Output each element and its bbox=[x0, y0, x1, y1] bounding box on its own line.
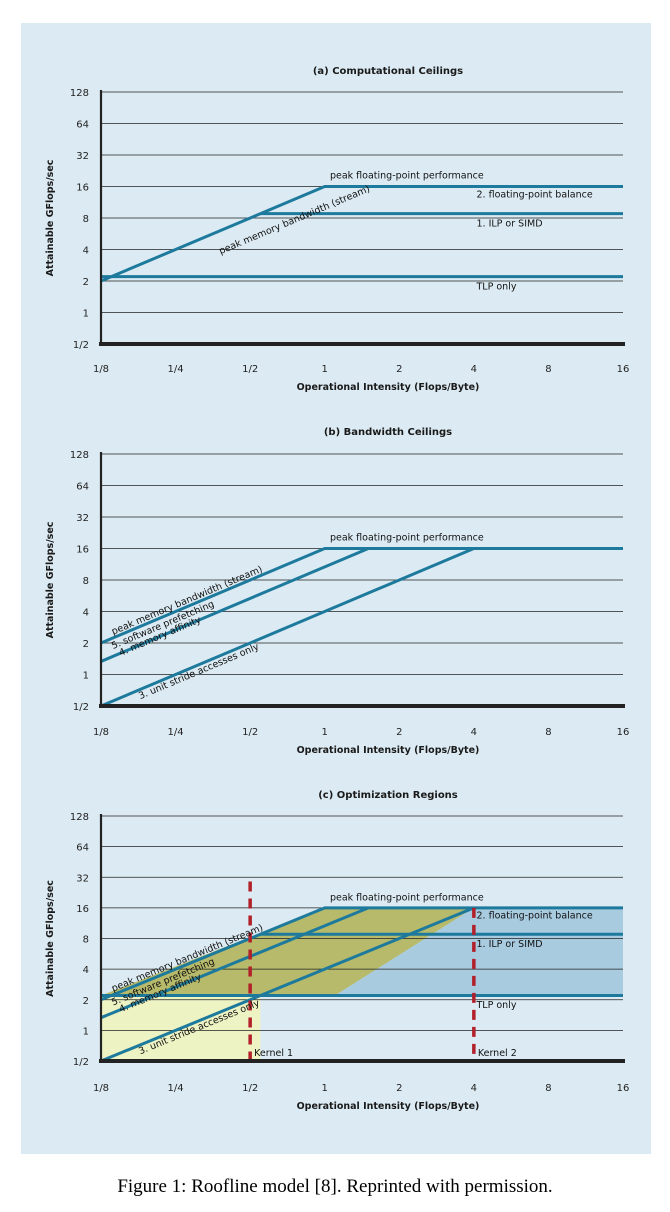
x-tick-label: 1/4 bbox=[168, 1083, 184, 1094]
y-tick-label: 128 bbox=[70, 450, 89, 461]
y-tick-label: 1/2 bbox=[73, 702, 89, 713]
x-tick-label: 1/2 bbox=[242, 364, 258, 375]
chart-1: 1/2 1 2 4 8 16 32 64 128 1/8 1/4 1/2 1 2 4 8 16 (a) Compu… bbox=[45, 66, 629, 393]
x-tick-label: 4 bbox=[471, 727, 477, 738]
x-tick-label: 1/4 bbox=[168, 364, 184, 375]
y-tick-label: 16 bbox=[76, 545, 89, 556]
x-tick-label: 8 bbox=[545, 364, 551, 375]
y-tick-label: 4 bbox=[83, 246, 89, 257]
x-tick-label: 1/8 bbox=[93, 727, 109, 738]
x-tick-label: 8 bbox=[545, 727, 551, 738]
y-tick-label: 16 bbox=[76, 183, 89, 194]
x-tick-label: 16 bbox=[617, 364, 630, 375]
series-line bbox=[100, 547, 623, 645]
x-axis-title: Operational Intensity (Flops/Byte) bbox=[297, 382, 480, 393]
series-line bbox=[100, 547, 369, 663]
y-tick-label: 16 bbox=[76, 904, 89, 915]
x-tick-label: 1/8 bbox=[93, 364, 109, 375]
y-tick-label: 8 bbox=[83, 214, 89, 225]
y-tick-label: 2 bbox=[83, 996, 89, 1007]
y-tick-label: 2 bbox=[83, 277, 89, 288]
annotation-label: 1. ILP or SIMD bbox=[477, 219, 543, 230]
figure-caption: Figure 1: Roofline model [8]. Reprinted … bbox=[117, 1176, 553, 1197]
y-tick-label: 1 bbox=[83, 1026, 89, 1037]
y-tick-label: 128 bbox=[70, 812, 89, 823]
x-tick-label: 4 bbox=[471, 1083, 477, 1094]
y-tick-label: 128 bbox=[70, 88, 89, 99]
x-tick-label: 1/2 bbox=[242, 1083, 258, 1094]
x-tick-label: 2 bbox=[396, 364, 402, 375]
x-tick-label: 1/4 bbox=[168, 727, 184, 738]
x-tick-label: 1 bbox=[322, 364, 328, 375]
annotation-label: 2. floating-point balance bbox=[477, 910, 593, 921]
x-tick-label: 1 bbox=[322, 1083, 328, 1094]
x-axis-title: Operational Intensity (Flops/Byte) bbox=[297, 1101, 480, 1112]
y-tick-label: 32 bbox=[76, 873, 89, 884]
annotation-label: peak memory bandwidth (stream) bbox=[218, 184, 372, 257]
y-tick-label: 1 bbox=[83, 309, 89, 320]
chart-title: (a) Computational Ceilings bbox=[313, 66, 463, 77]
y-tick-label: 32 bbox=[76, 513, 89, 524]
x-axis-title: Operational Intensity (Flops/Byte) bbox=[297, 745, 480, 756]
y-axis-title: Attainable GFlops/sec bbox=[45, 522, 56, 639]
y-axis-title: Attainable GFlops/sec bbox=[45, 160, 56, 277]
y-tick-label: 8 bbox=[83, 935, 89, 946]
series-line bbox=[100, 547, 475, 708]
x-tick-label: 8 bbox=[545, 1083, 551, 1094]
region-overlap-region bbox=[101, 907, 474, 996]
kernel-label: Kernel 1 bbox=[254, 1048, 293, 1059]
annotation-label: 1. ILP or SIMD bbox=[477, 939, 543, 950]
series-line bbox=[100, 906, 623, 1002]
x-tick-label: 16 bbox=[617, 727, 630, 738]
region-compute-bound-region bbox=[334, 907, 623, 996]
chart-2: 1/2 1 2 4 8 16 32 64 128 1/8 1/4 1/2 1 2 4 8 16 (b) Bandw… bbox=[45, 427, 629, 756]
y-axis-title: Attainable GFlops/sec bbox=[45, 880, 56, 997]
y-tick-label: 64 bbox=[76, 120, 89, 131]
x-tick-label: 2 bbox=[396, 727, 402, 738]
annotation-label: 2. floating-point balance bbox=[477, 189, 593, 200]
y-tick-label: 1/2 bbox=[73, 1057, 89, 1068]
chart-title: (c) Optimization Regions bbox=[318, 790, 458, 801]
annotation-label: TLP only bbox=[476, 1000, 517, 1011]
y-tick-label: 32 bbox=[76, 151, 89, 162]
y-tick-label: 64 bbox=[76, 843, 89, 854]
annotation-label: 3. unit stride accesses only bbox=[137, 641, 261, 702]
y-tick-label: 1/2 bbox=[73, 340, 89, 351]
series-line bbox=[100, 906, 369, 1020]
annotation-label: TLP only bbox=[476, 281, 517, 292]
x-tick-label: 16 bbox=[617, 1083, 630, 1094]
x-tick-label: 4 bbox=[471, 364, 477, 375]
y-tick-label: 64 bbox=[76, 482, 89, 493]
chart-title: (b) Bandwidth Ceilings bbox=[324, 427, 452, 438]
y-tick-label: 4 bbox=[83, 608, 89, 619]
y-tick-label: 2 bbox=[83, 639, 89, 650]
series-line bbox=[100, 185, 623, 283]
y-tick-label: 8 bbox=[83, 576, 89, 587]
figure-panel: 1/2 1 2 4 8 16 32 64 128 1/8 1/4 1/2 1 2 4 8 16 (a) Compu… bbox=[21, 23, 651, 1154]
annotation-label: peak floating-point performance bbox=[330, 171, 484, 182]
y-tick-label: 4 bbox=[83, 965, 89, 976]
annotation-label: peak floating-point performance bbox=[330, 892, 484, 903]
x-tick-label: 2 bbox=[396, 1083, 402, 1094]
kernel-label: Kernel 2 bbox=[478, 1048, 517, 1059]
x-tick-label: 1/2 bbox=[242, 727, 258, 738]
annotation-label: peak floating-point performance bbox=[330, 533, 484, 544]
x-tick-label: 1 bbox=[322, 727, 328, 738]
x-tick-label: 1/8 bbox=[93, 1083, 109, 1094]
y-tick-label: 1 bbox=[83, 671, 89, 682]
